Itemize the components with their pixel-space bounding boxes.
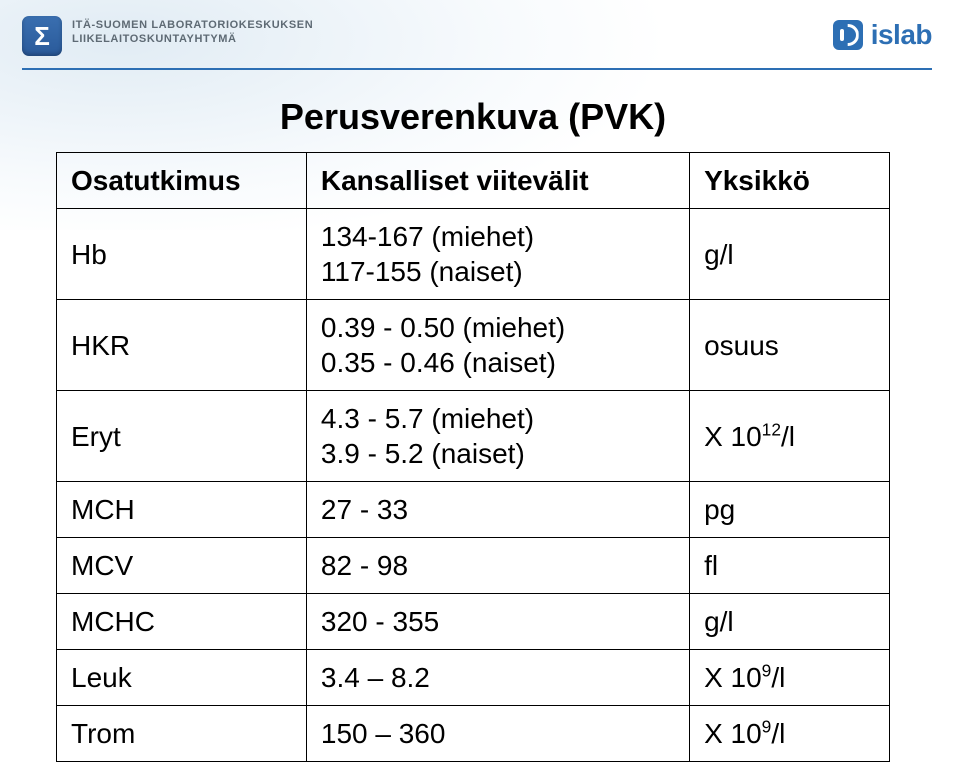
cell-osatutkimus: Eryt bbox=[57, 391, 307, 482]
cell-viitevalit: 150 – 360 bbox=[306, 706, 689, 762]
slide-content: Perusverenkuva (PVK) Osatutkimus Kansall… bbox=[56, 96, 890, 762]
table-header-row: Osatutkimus Kansalliset viitevälit Yksik… bbox=[57, 153, 890, 209]
cell-viitevalit: 320 - 355 bbox=[306, 594, 689, 650]
table-row: Trom150 – 360X 109/l bbox=[57, 706, 890, 762]
table-row: HKR0.39 - 0.50 (miehet)0.35 - 0.46 (nais… bbox=[57, 300, 890, 391]
cell-yksikko: g/l bbox=[690, 209, 890, 300]
cell-yksikko: g/l bbox=[690, 594, 890, 650]
header-viitevalit: Kansalliset viitevälit bbox=[306, 153, 689, 209]
header-divider bbox=[22, 68, 932, 70]
cell-osatutkimus: Hb bbox=[57, 209, 307, 300]
table-row: MCV82 - 98fl bbox=[57, 538, 890, 594]
cell-osatutkimus: MCV bbox=[57, 538, 307, 594]
slide-title: Perusverenkuva (PVK) bbox=[56, 96, 890, 138]
header-yksikko: Yksikkö bbox=[690, 153, 890, 209]
cell-viitevalit: 82 - 98 bbox=[306, 538, 689, 594]
table-row: Leuk3.4 – 8.2X 109/l bbox=[57, 650, 890, 706]
cell-viitevalit: 4.3 - 5.7 (miehet)3.9 - 5.2 (naiset) bbox=[306, 391, 689, 482]
table-row: Eryt4.3 - 5.7 (miehet)3.9 - 5.2 (naiset)… bbox=[57, 391, 890, 482]
cell-viitevalit: 3.4 – 8.2 bbox=[306, 650, 689, 706]
cell-osatutkimus: MCH bbox=[57, 482, 307, 538]
islab-wordmark: islab bbox=[871, 19, 932, 51]
cell-yksikko: pg bbox=[690, 482, 890, 538]
cell-osatutkimus: HKR bbox=[57, 300, 307, 391]
cell-viitevalit: 0.39 - 0.50 (miehet)0.35 - 0.46 (naiset) bbox=[306, 300, 689, 391]
islab-icon bbox=[833, 20, 863, 50]
org-logo-block: Σ ITÄ-SUOMEN LABORATORIOKESKUKSEN LIIKEL… bbox=[22, 16, 313, 56]
cell-viitevalit: 27 - 33 bbox=[306, 482, 689, 538]
cell-yksikko: X 1012/l bbox=[690, 391, 890, 482]
cell-yksikko: X 109/l bbox=[690, 650, 890, 706]
slide-header: Σ ITÄ-SUOMEN LABORATORIOKESKUKSEN LIIKEL… bbox=[0, 0, 960, 56]
cell-osatutkimus: Trom bbox=[57, 706, 307, 762]
cell-yksikko: osuus bbox=[690, 300, 890, 391]
pvk-table: Osatutkimus Kansalliset viitevälit Yksik… bbox=[56, 152, 890, 762]
table-row: Hb134-167 (miehet)117-155 (naiset)g/l bbox=[57, 209, 890, 300]
org-name: ITÄ-SUOMEN LABORATORIOKESKUKSEN LIIKELAI… bbox=[72, 16, 313, 46]
org-line-2: LIIKELAITOSKUNTAYHTYMÄ bbox=[72, 32, 313, 46]
cell-osatutkimus: MCHC bbox=[57, 594, 307, 650]
org-line-1: ITÄ-SUOMEN LABORATORIOKESKUKSEN bbox=[72, 18, 313, 32]
cell-yksikko: fl bbox=[690, 538, 890, 594]
table-row: MCH27 - 33pg bbox=[57, 482, 890, 538]
table-row: MCHC320 - 355g/l bbox=[57, 594, 890, 650]
islab-logo: islab bbox=[833, 16, 932, 51]
cell-osatutkimus: Leuk bbox=[57, 650, 307, 706]
cell-yksikko: X 109/l bbox=[690, 706, 890, 762]
sigma-icon: Σ bbox=[22, 16, 62, 56]
cell-viitevalit: 134-167 (miehet)117-155 (naiset) bbox=[306, 209, 689, 300]
header-osatutkimus: Osatutkimus bbox=[57, 153, 307, 209]
